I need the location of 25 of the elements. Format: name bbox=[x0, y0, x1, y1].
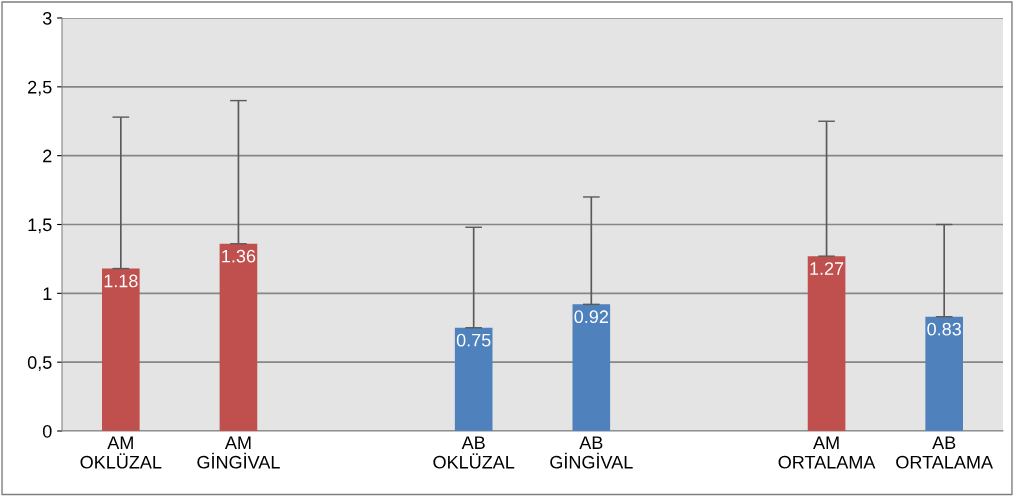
y-tick-label: 2,5 bbox=[28, 80, 52, 96]
y-tick-label: 1,5 bbox=[28, 218, 52, 234]
bar bbox=[807, 256, 846, 431]
y-tick-label: 0 bbox=[42, 424, 52, 438]
x-tick-label: AM ORTALAMA bbox=[778, 436, 876, 469]
data-label: 0.83 bbox=[927, 322, 961, 336]
bar bbox=[925, 316, 964, 431]
bar bbox=[454, 327, 493, 431]
data-label: 0.92 bbox=[574, 310, 608, 324]
data-label: 1.27 bbox=[810, 262, 844, 275]
bar bbox=[219, 243, 258, 431]
data-label: 0.75 bbox=[456, 333, 491, 347]
bar bbox=[572, 304, 611, 431]
y-tick-label: 1 bbox=[43, 287, 52, 300]
bar bbox=[101, 268, 140, 431]
y-tick-label: 0,5 bbox=[27, 356, 52, 372]
y-tick-label: 3 bbox=[42, 11, 52, 25]
x-tick-label: AB ORTALAMA bbox=[896, 436, 993, 469]
data-label: 1.36 bbox=[222, 249, 256, 263]
x-tick-label: AB OKLÜZAL bbox=[433, 436, 515, 469]
data-label: 1.18 bbox=[104, 274, 138, 288]
x-tick-label: AM OKLÜZAL bbox=[80, 436, 162, 469]
x-tick-label: AM GİNGİVAL bbox=[197, 436, 280, 469]
x-tick-label: AB GİNGİVAL bbox=[550, 436, 633, 469]
y-tick-label: 2 bbox=[43, 149, 52, 163]
